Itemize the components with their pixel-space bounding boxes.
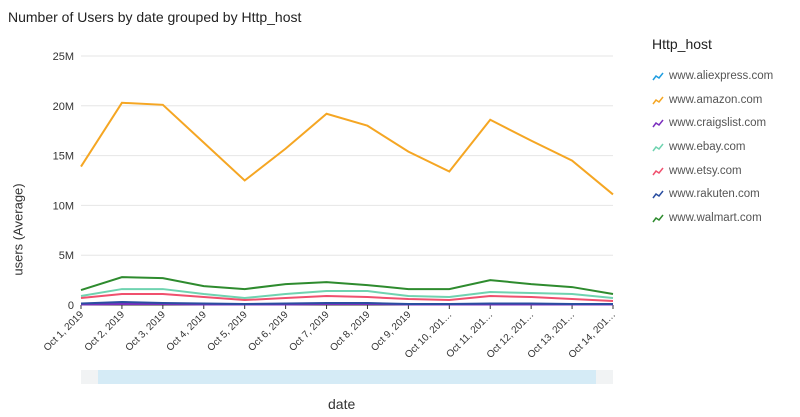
x-tick-label: Oct 1, 2019 <box>42 309 87 354</box>
x-tick-label: Oct 8, 2019 <box>328 309 373 354</box>
series-line-www-rakuten-com <box>80 301 613 306</box>
legend-label: www.craigslist.com <box>669 117 767 130</box>
line-series-icon <box>652 143 664 152</box>
line-series-icon <box>652 167 664 176</box>
range-scrollbar[interactable] <box>81 370 613 384</box>
line-series-icon <box>652 214 664 223</box>
legend-item[interactable]: www.ebay.com <box>652 135 773 159</box>
series-line-www-amazon-com <box>80 101 614 196</box>
legend-item[interactable]: www.aliexpress.com <box>652 64 773 88</box>
line-series-icon <box>652 119 664 128</box>
x-tick-label: Oct 6, 2019 <box>246 309 291 354</box>
legend-item[interactable]: www.walmart.com <box>652 206 773 230</box>
y-tick-label: 10M <box>53 200 74 212</box>
y-tick-label: 5M <box>59 250 74 262</box>
x-tick-label: Oct 7, 2019 <box>287 309 332 354</box>
y-tick-label: 20M <box>53 101 74 113</box>
legend-label: www.aliexpress.com <box>669 69 774 82</box>
chart-title: Number of Users by date grouped by Http_… <box>8 9 302 25</box>
legend-item[interactable]: www.rakuten.com <box>652 182 773 206</box>
series-line-www-walmart-com <box>80 276 614 296</box>
y-tick-label: 25M <box>53 51 74 63</box>
line-series-icon <box>652 72 664 81</box>
series-line-www-ebay-com <box>80 288 614 300</box>
x-axis-label: date <box>328 396 356 412</box>
legend: Http_host www.aliexpress.com www.amazon.c… <box>652 36 773 230</box>
x-tick-label: Oct 3, 2019 <box>124 309 169 354</box>
scrollbar-thumb[interactable] <box>98 370 596 384</box>
legend-label: www.amazon.com <box>669 93 763 106</box>
y-axis-label: users (Average) <box>10 183 26 276</box>
legend-title: Http_host <box>652 36 712 52</box>
legend-label: www.walmart.com <box>669 211 762 224</box>
line-series-icon <box>652 190 664 199</box>
x-tick-label: Oct 5, 2019 <box>205 309 250 354</box>
legend-label: www.ebay.com <box>669 140 746 153</box>
legend-item[interactable]: www.amazon.com <box>652 88 773 112</box>
x-tick-label: Oct 2, 2019 <box>83 309 128 354</box>
y-tick-label: 15M <box>53 151 74 163</box>
x-tick-label: Oct 4, 2019 <box>165 309 210 354</box>
series-line-www-etsy-com <box>80 293 614 303</box>
legend-label: www.rakuten.com <box>669 188 760 201</box>
legend-label: www.etsy.com <box>669 164 742 177</box>
legend-item[interactable]: www.craigslist.com <box>652 111 773 135</box>
legend-item[interactable]: www.etsy.com <box>652 159 773 183</box>
line-series-icon <box>652 96 664 104</box>
y-tick-label: 0 <box>68 300 74 312</box>
x-tick-label: Oct 9, 2019 <box>369 309 414 354</box>
